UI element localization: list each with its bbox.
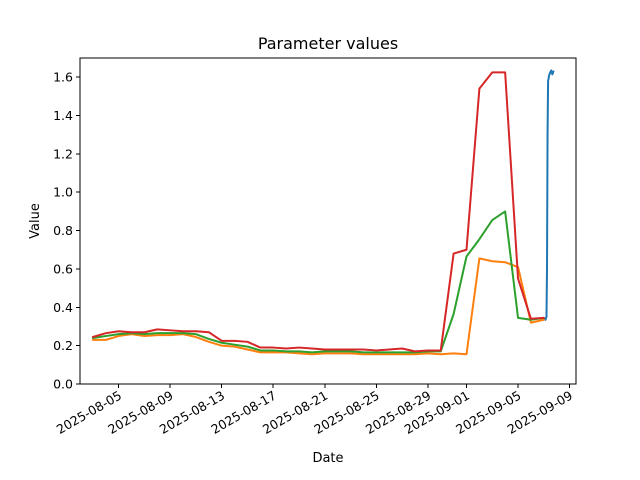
series-line-1 [542,69,555,321]
y-tick-label: 1.4 [53,108,73,123]
axes-group [79,57,577,385]
chart-title: Parameter values [258,34,398,53]
x-axis-label: Date [312,451,343,466]
y-tick-label: 1.2 [53,146,73,161]
y-tick-label: 0.6 [53,261,73,276]
y-tick-label: 0.8 [53,223,73,238]
y-tick-label: 0.4 [53,300,73,315]
y-tick-label: 1.6 [53,70,73,85]
y-tick-label: 1.0 [53,185,73,200]
y-tick-label: 0.2 [53,338,73,353]
x-ticks-group: 2025-08-052025-08-092025-08-132025-08-17… [54,384,575,437]
series-line-3 [91,210,545,354]
y-ticks-group: 0.0 0.2 0.4 0.6 0.8 1.0 1.2 1.4 1.6 [53,70,80,392]
plot-series-group [91,69,555,356]
plot-frame [79,57,577,385]
series-line-2 [91,257,545,356]
y-axis-label: Value [28,203,43,239]
series-line-4 [91,71,545,353]
y-tick-label: 0.0 [53,377,73,392]
